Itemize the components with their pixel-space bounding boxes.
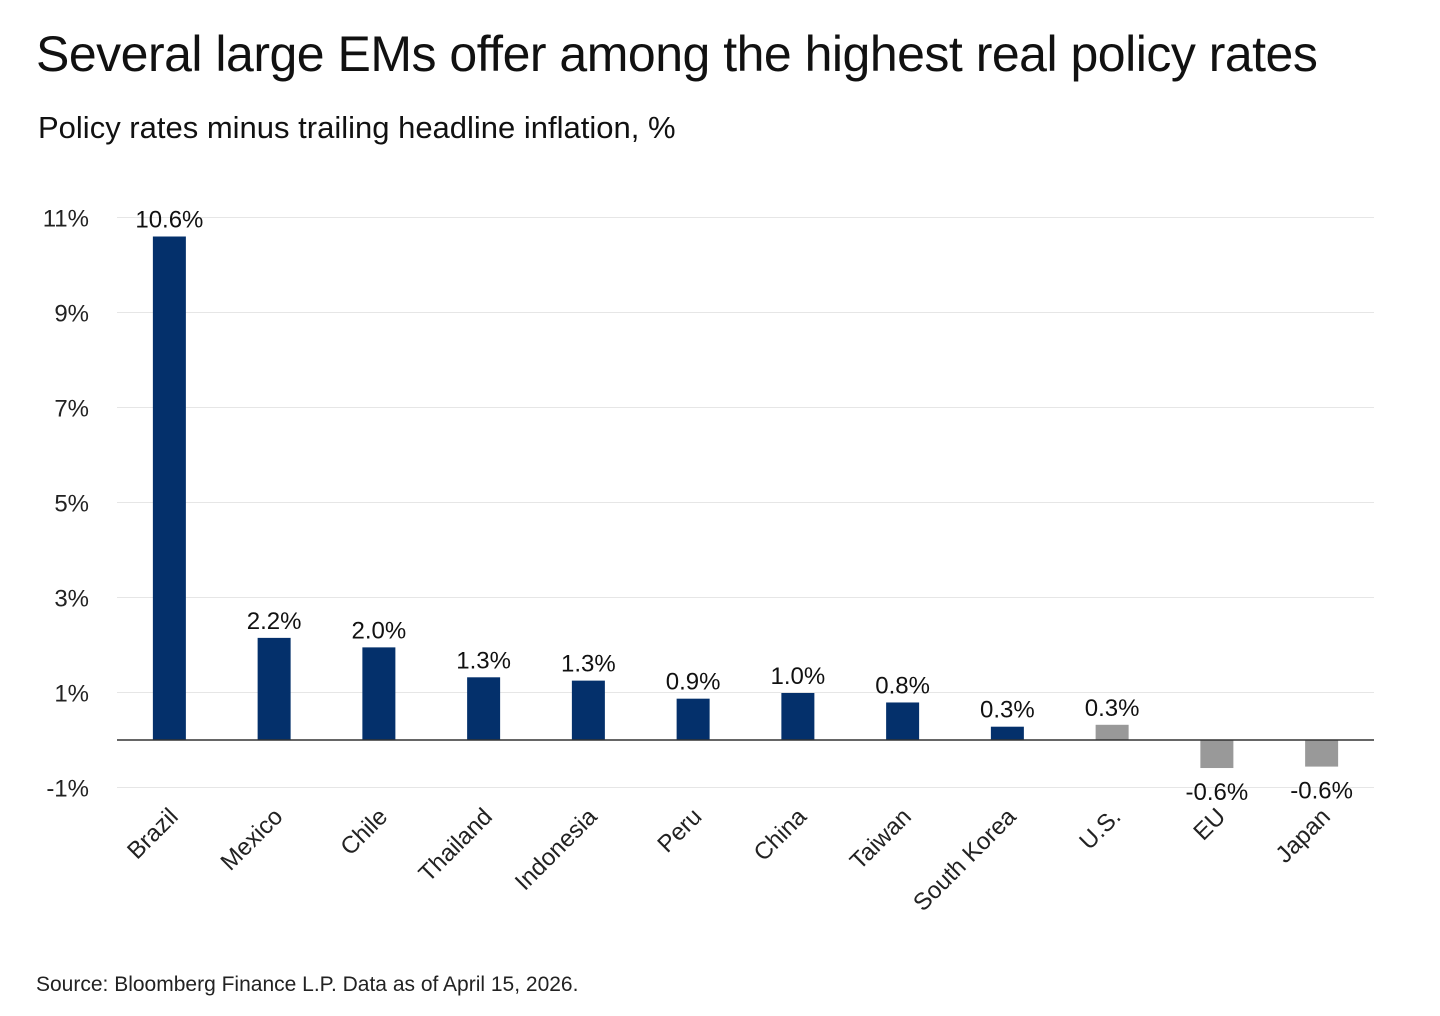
bar-chile	[362, 647, 396, 740]
data-label: 0.3%	[1085, 695, 1140, 722]
data-label: 1.0%	[771, 663, 826, 690]
y-axis-ticks: 11% 9% 7% 5% 3% 1% -1%	[43, 206, 89, 803]
x-tick-label: Chile	[335, 803, 393, 861]
x-tick-label: Indonesia	[510, 803, 603, 896]
x-tick-label: Taiwan	[845, 803, 917, 875]
data-label: -0.6%	[1186, 779, 1249, 806]
bar-indonesia	[571, 680, 605, 740]
x-tick-label: Japan	[1271, 803, 1336, 868]
chart-subtitle: Policy rates minus trailing headline inf…	[38, 110, 676, 145]
x-tick-label: EU	[1188, 803, 1231, 846]
x-axis-labels: Brazil Mexico Chile Thailand Indonesia Peru Ch…	[122, 803, 1336, 917]
data-label: 2.0%	[352, 617, 407, 644]
y-tick-label: 1%	[54, 681, 89, 708]
bar-brazil	[152, 236, 186, 740]
data-label: 2.2%	[247, 608, 302, 635]
source-note: Source: Bloomberg Finance L.P. Data as o…	[36, 973, 579, 996]
bar-thailand	[467, 677, 501, 740]
data-label: 10.6%	[135, 207, 203, 234]
data-label: -0.6%	[1290, 778, 1353, 805]
x-tick-label: South Korea	[908, 803, 1022, 917]
data-label: 0.8%	[875, 672, 930, 699]
x-tick-label: China	[749, 803, 813, 867]
x-tick-label: Thailand	[414, 803, 498, 887]
y-tick-label: -1%	[46, 776, 89, 803]
y-tick-label: 7%	[54, 396, 89, 423]
bar-eu	[1200, 740, 1234, 769]
bar-taiwan	[886, 702, 920, 740]
bar-u-s	[1095, 724, 1129, 740]
bar-china	[781, 692, 815, 740]
bar-peru	[676, 698, 710, 740]
y-tick-label: 5%	[54, 491, 89, 518]
x-tick-label: Mexico	[216, 803, 289, 876]
data-label: 0.3%	[980, 697, 1035, 724]
bar-mexico	[257, 637, 291, 740]
y-tick-label: 9%	[54, 301, 89, 328]
chart-title: Several large EMs offer among the highes…	[36, 26, 1318, 82]
data-labels: 10.6% 2.2% 2.0% 1.3% 1.3% 0.9% 1.0% 0.8% 0.3% 0.3…	[135, 207, 1353, 807]
bar-south-korea	[990, 726, 1024, 740]
data-label: 0.9%	[666, 669, 721, 696]
x-tick-label: Brazil	[122, 803, 184, 865]
x-tick-label: U.S.	[1074, 803, 1126, 855]
data-label: 1.3%	[561, 651, 616, 678]
gridlines	[117, 217, 1374, 788]
bars	[152, 236, 1339, 769]
y-tick-label: 3%	[54, 586, 89, 613]
y-tick-label: 11%	[43, 206, 89, 233]
bar-japan	[1305, 740, 1339, 767]
x-tick-label: Peru	[652, 803, 707, 858]
bar-chart: 11% 9% 7% 5% 3% 1% -1% 10.6% 2.2% 2.0% 1.3% 1.3% 0.…	[43, 206, 1374, 917]
data-label: 1.3%	[456, 647, 511, 674]
